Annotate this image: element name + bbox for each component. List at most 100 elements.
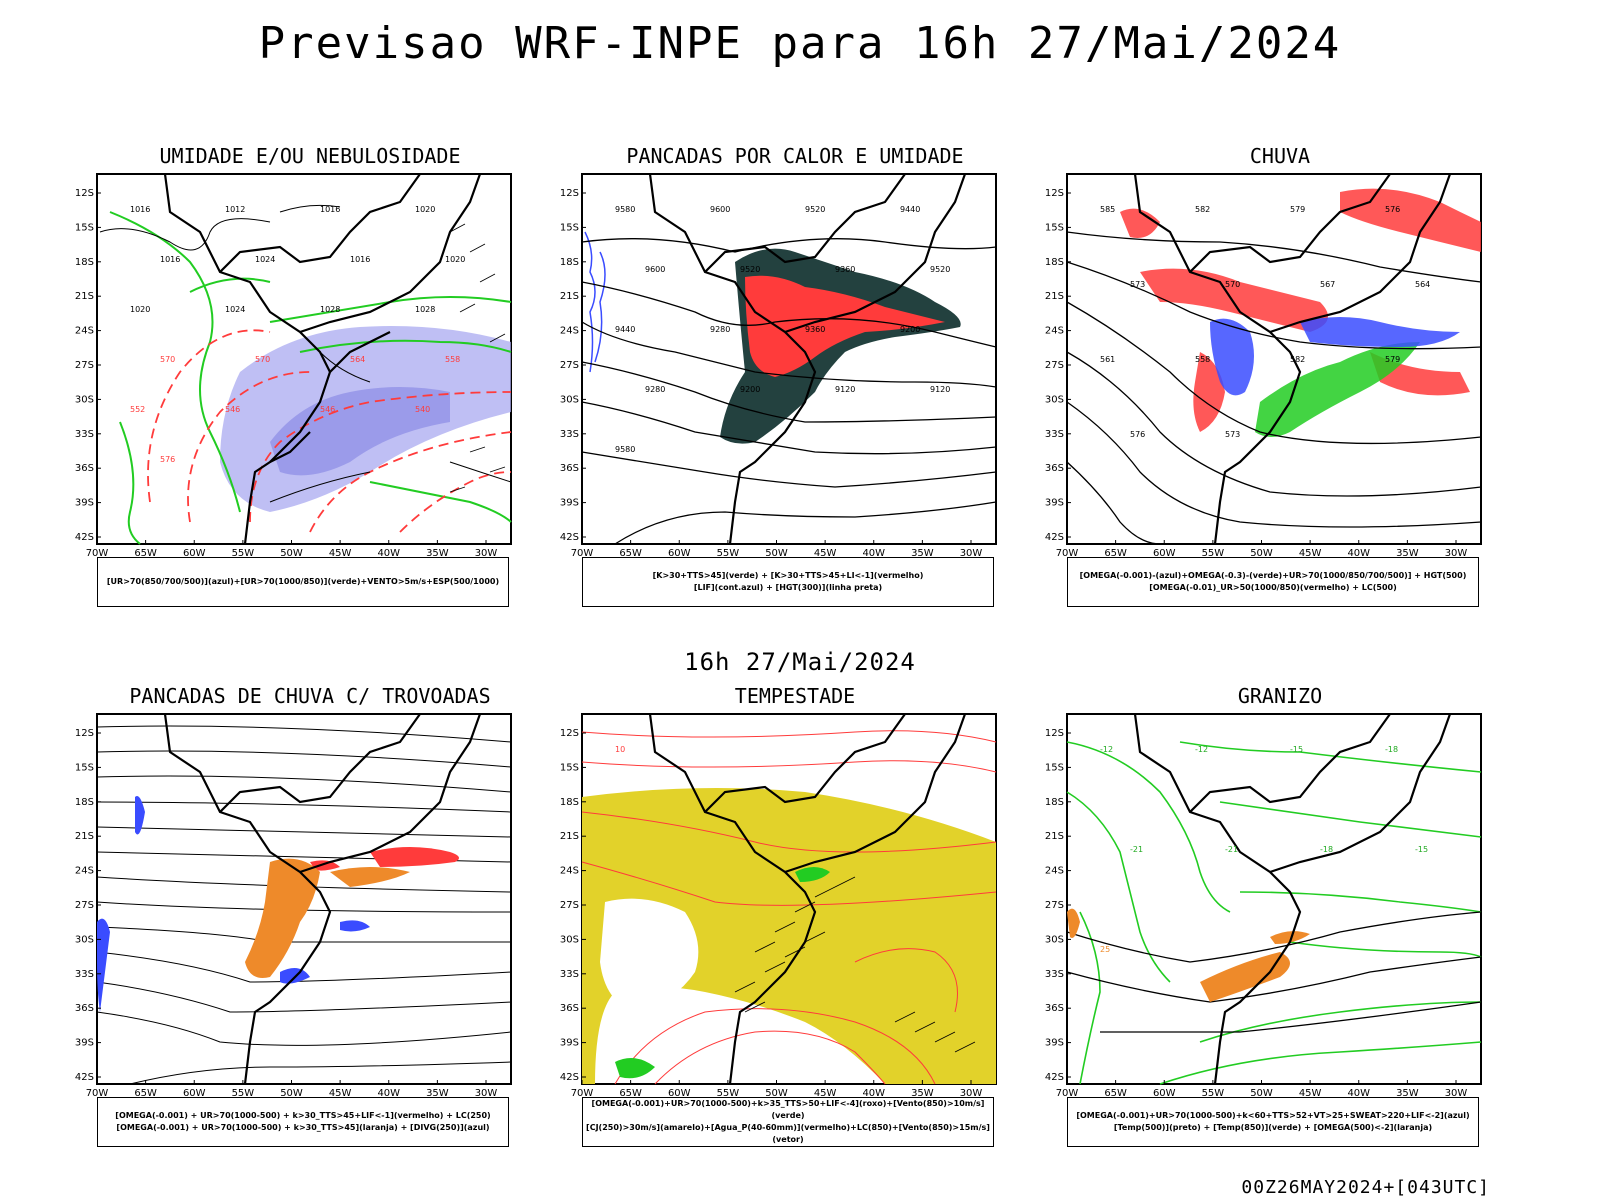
lon-label: 70W — [86, 1088, 109, 1099]
panel-legend: [UR>70(850/700/500)](azul)+[UR>70(1000/8… — [97, 557, 509, 607]
contour-label: 564 — [1415, 280, 1430, 289]
lat-label: 36S — [1045, 463, 1064, 474]
lon-label: 55W — [717, 1088, 740, 1099]
temp850-contours — [1066, 741, 1482, 1085]
contour-label: 576 — [1130, 430, 1145, 439]
lat-label: 33S — [560, 969, 579, 980]
lat-label: 27S — [75, 900, 94, 911]
panel-legend: [K>30+TTS>45](verde) + [K>30+TTS>45+LI<-… — [582, 557, 994, 607]
contour-label: -12 — [1195, 745, 1208, 754]
lat-label: 18S — [75, 257, 94, 268]
contour-label: 9580 — [615, 445, 635, 454]
hgt500-contours — [1066, 231, 1482, 545]
lon-label: 35W — [911, 548, 934, 559]
lon-label: 45W — [1299, 1088, 1322, 1099]
panel-legend: [OMEGA(-0.001)-(azul)+OMEGA(-0.3)-(verde… — [1067, 557, 1479, 607]
lat-label: 24S — [75, 866, 94, 877]
panel-storm: TEMPESTADE — [555, 684, 1035, 1174]
legend-line: [OMEGA(-0.01)_UR>50(1000/850)(vermelho) … — [1149, 583, 1397, 592]
panel-title: TEMPESTADE — [734, 684, 856, 708]
lat-label: 36S — [75, 463, 94, 474]
pressure-contours — [99, 204, 512, 503]
lat-label: 42S — [75, 1072, 94, 1083]
lat-label: 21S — [1045, 291, 1064, 302]
lon-label: 45W — [814, 1088, 837, 1099]
temp500-contours — [1066, 911, 1482, 1033]
hgt-contours — [581, 238, 997, 545]
green-rain-patches — [1255, 342, 1420, 437]
contour-label: -18 — [1320, 845, 1333, 854]
contour-label: 585 — [1100, 205, 1115, 214]
lat-label: 12S — [1045, 188, 1064, 199]
jet-gap-area — [600, 898, 699, 1012]
panel-title: PANCADAS POR CALOR E UMIDADE — [626, 144, 964, 168]
contour-label: -21 — [1225, 845, 1238, 854]
lon-labels: 70W 65W 60W 55W 50W 45W 40W 35W 30W — [86, 540, 498, 559]
lat-labels: 12S 15S 18S 21S 24S 27S 30S 33S 36S 39S 42S — [1045, 188, 1071, 543]
lat-label: 15S — [1045, 762, 1064, 773]
lon-label: 40W — [1347, 548, 1370, 559]
lon-labels: 70W 65W 60W 55W 50W 45W 40W 35W 30W — [1056, 540, 1467, 559]
lon-label: 35W — [1396, 548, 1419, 559]
map-humidity: 12S 15S 18S 21S 24S 27S 30S 33S 36S 39S 42S 70W 65W… — [75, 173, 512, 559]
contour-label: 9580 — [615, 205, 635, 214]
contour-label: 10 — [615, 745, 625, 754]
panel-title: GRANIZO — [1237, 684, 1323, 708]
lon-labels: 70W 65W 60W 55W 50W 45W 40W 35W 30W — [571, 1080, 982, 1099]
contour-label: 567 — [1320, 280, 1335, 289]
panel-legend: [OMEGA(-0.001) + UR>70(1000-500) + k>30_… — [97, 1097, 509, 1147]
blue-cells — [97, 796, 370, 1012]
lat-label: 24S — [1045, 866, 1064, 877]
lon-label: 55W — [717, 548, 740, 559]
lat-label: 30S — [1045, 934, 1064, 945]
legend-line: [CJ(250)>30m/s](amarelo)+[Agua_P(40-60mm… — [586, 1123, 990, 1144]
contour-label: -12 — [1100, 745, 1113, 754]
legend-line: [OMEGA(-0.001)-(azul)+OMEGA(-0.3)-(verde… — [1079, 571, 1467, 580]
lat-label: 27S — [1045, 900, 1064, 911]
contour-label: 1024 — [225, 305, 245, 314]
lat-label: 18S — [1045, 797, 1064, 808]
contour-label: 9440 — [900, 205, 920, 214]
lat-label: 21S — [560, 291, 579, 302]
lat-label: 12S — [1045, 728, 1064, 739]
lon-label: 35W — [911, 1088, 934, 1099]
contour-label: 9120 — [835, 385, 855, 394]
legend-line: [OMEGA(-0.001) + UR>70(1000-500) + k>30_… — [116, 1123, 490, 1132]
lat-label: 30S — [1045, 394, 1064, 405]
lat-label: 12S — [75, 728, 94, 739]
lat-label: 15S — [560, 762, 579, 773]
red-rain-patches — [1120, 188, 1481, 432]
lon-label: 30W — [475, 548, 498, 559]
lat-label: 27S — [75, 360, 94, 371]
contour-label: 9120 — [930, 385, 950, 394]
lc850-streamlines — [581, 730, 997, 1085]
contour-label: 9600 — [645, 265, 665, 274]
borders — [648, 173, 967, 545]
lat-label: 18S — [1045, 257, 1064, 268]
lat-label: 39S — [560, 1038, 579, 1049]
lon-label: 50W — [1250, 1088, 1273, 1099]
lon-label: 40W — [377, 548, 400, 559]
borders — [163, 173, 482, 545]
contour-label: 1012 — [225, 205, 245, 214]
lat-label: 30S — [560, 394, 579, 405]
lon-label: 35W — [426, 548, 449, 559]
map-hail: 12S 15S 18S 21S 24S 27S 30S 33S 36S 39S 42S 70W 65W… — [1045, 713, 1482, 1099]
contour-label: 1020 — [130, 305, 150, 314]
lon-label: 70W — [1056, 548, 1079, 559]
lon-label: 60W — [183, 1088, 206, 1099]
lat-label: 42S — [75, 532, 94, 543]
contour-label: 9520 — [740, 265, 760, 274]
lon-label: 50W — [765, 548, 788, 559]
contour-label: -15 — [1415, 845, 1428, 854]
mid-title: 16h 27/Mai/2024 — [684, 648, 916, 676]
contour-label: 558 — [445, 355, 460, 364]
lon-label: 45W — [329, 1088, 352, 1099]
contour-label: 1024 — [255, 255, 275, 264]
lon-labels: 70W 65W 60W 55W 50W 45W 40W 35W 30W — [571, 540, 982, 559]
panel-rain: CHUVA — [1040, 144, 1520, 634]
contour-label: 579 — [1385, 355, 1400, 364]
lon-label: 50W — [765, 1088, 788, 1099]
panel-legend: [OMEGA(-0.001)+UR>70(1000-500)+k>35_TTS>… — [582, 1097, 994, 1147]
lat-label: 24S — [560, 326, 579, 337]
